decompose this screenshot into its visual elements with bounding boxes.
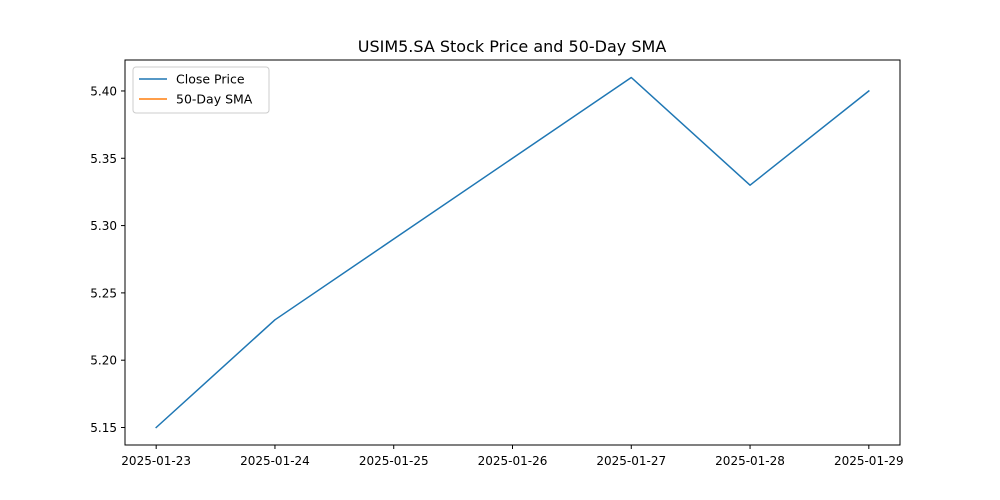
y-tick-label-3: 5.30	[90, 219, 117, 233]
x-tick-label-1: 2025-01-24	[240, 454, 310, 468]
y-tick-label-1: 5.20	[90, 354, 117, 368]
x-tick-label-2: 2025-01-25	[359, 454, 429, 468]
y-tick-label-2: 5.25	[90, 286, 117, 300]
y-tick-label-0: 5.15	[90, 421, 117, 435]
x-tick-label-6: 2025-01-29	[834, 454, 904, 468]
chart-title: USIM5.SA Stock Price and 50-Day SMA	[358, 37, 667, 56]
y-tick-label-5: 5.40	[90, 84, 117, 98]
x-tick-label-3: 2025-01-26	[478, 454, 548, 468]
series-line-close-price	[155, 76, 870, 429]
series-layer	[155, 76, 870, 429]
x-tick-label-5: 2025-01-28	[715, 454, 785, 468]
legend: Close Price 50-Day SMA	[132, 66, 270, 114]
y-tick-label-4: 5.35	[90, 152, 117, 166]
x-tick-label-4: 2025-01-27	[596, 454, 666, 468]
y-axis: 5.15 5.20 5.25 5.30 5.35 5.40	[90, 84, 125, 435]
legend-label-close-price: Close Price	[176, 72, 245, 87]
legend-label-50-day-sma: 50-Day SMA	[176, 92, 253, 107]
x-tick-label-0: 2025-01-23	[121, 454, 191, 468]
x-axis: 2025-01-23 2025-01-24 2025-01-25 2025-01-26…	[121, 445, 904, 468]
